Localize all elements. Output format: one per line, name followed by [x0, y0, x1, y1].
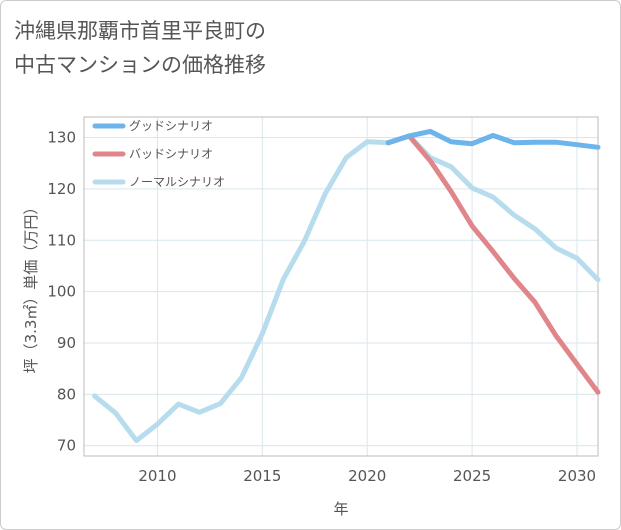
legend-label: ノーマルシナリオ	[129, 175, 225, 189]
y-tick-label: 130	[47, 129, 76, 147]
chart-title-line2: 中古マンションの価格推移	[14, 53, 266, 77]
chart-title: 沖縄県那覇市首里平良町の 中古マンションの価格推移	[14, 14, 266, 82]
chart-title-line1: 沖縄県那覇市首里平良町の	[14, 19, 266, 43]
x-tick-label: 2015	[243, 467, 281, 485]
y-axis-label: 坪（3.3㎡）単価（万円）	[22, 200, 40, 374]
series-layer	[92, 128, 601, 444]
series-line-1	[385, 133, 601, 395]
y-tick-label: 100	[47, 283, 76, 301]
legend-label: グッドシナリオ	[129, 119, 213, 133]
y-tick-label: 70	[57, 437, 76, 455]
x-tick-label: 2025	[453, 467, 491, 485]
y-tick-label: 120	[47, 180, 76, 198]
x-tick-label: 2030	[558, 467, 596, 485]
x-tick-label: 2010	[138, 467, 176, 485]
x-axis-label: 年	[333, 500, 348, 518]
y-tick-label: 80	[57, 385, 76, 403]
y-axis-ticks: 70 80 90 100 110 120 130	[47, 129, 76, 455]
x-axis-ticks: 2010 2015 2020 2025 2030	[138, 467, 596, 485]
legend-label: バッドシナリオ	[129, 147, 213, 161]
x-tick-label: 2020	[348, 467, 386, 485]
series-line-0	[385, 128, 601, 150]
y-tick-label: 110	[47, 231, 76, 249]
grid-lines	[84, 117, 598, 456]
series-line-2	[92, 133, 601, 444]
y-tick-label: 90	[57, 334, 76, 352]
plot-area	[83, 116, 599, 457]
